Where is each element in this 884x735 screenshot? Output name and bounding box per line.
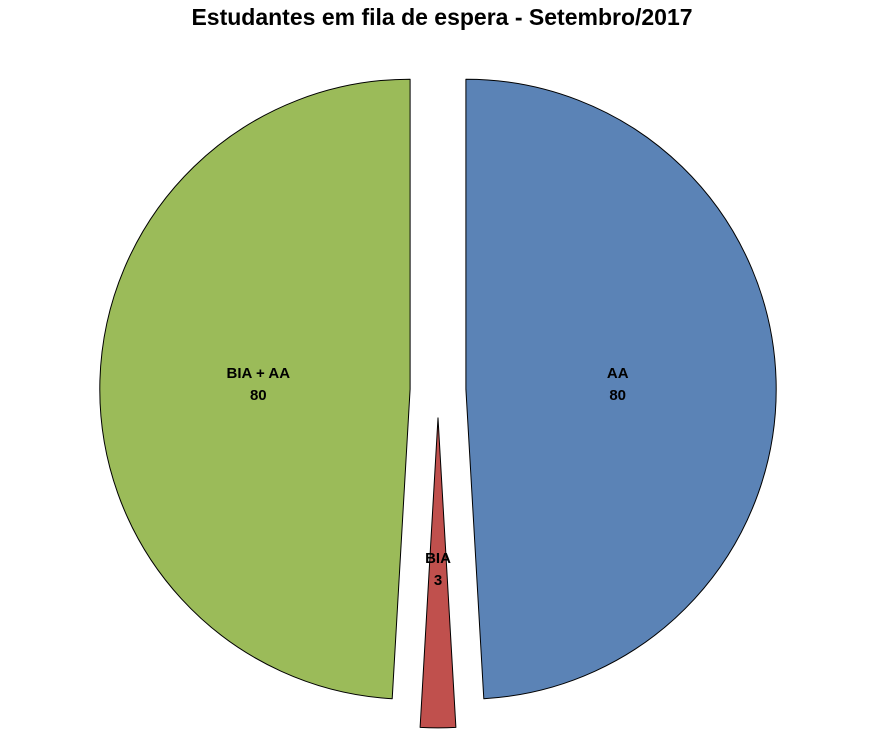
slice-label-bia: BIA — [425, 550, 451, 567]
pie-slice-bia — [419, 417, 457, 729]
pie-slice-bia-aa — [99, 78, 411, 700]
pie-slice-aa — [465, 78, 777, 700]
slice-value-bia-aa: 80 — [250, 387, 267, 404]
slice-label-bia-aa: BIA + AA — [227, 365, 291, 382]
chart-title: Estudantes em fila de espera - Setembro/… — [191, 4, 693, 30]
slice-value-aa: 80 — [609, 387, 626, 404]
slice-value-bia: 3 — [434, 572, 442, 589]
slice-label-aa: AA — [607, 365, 629, 382]
